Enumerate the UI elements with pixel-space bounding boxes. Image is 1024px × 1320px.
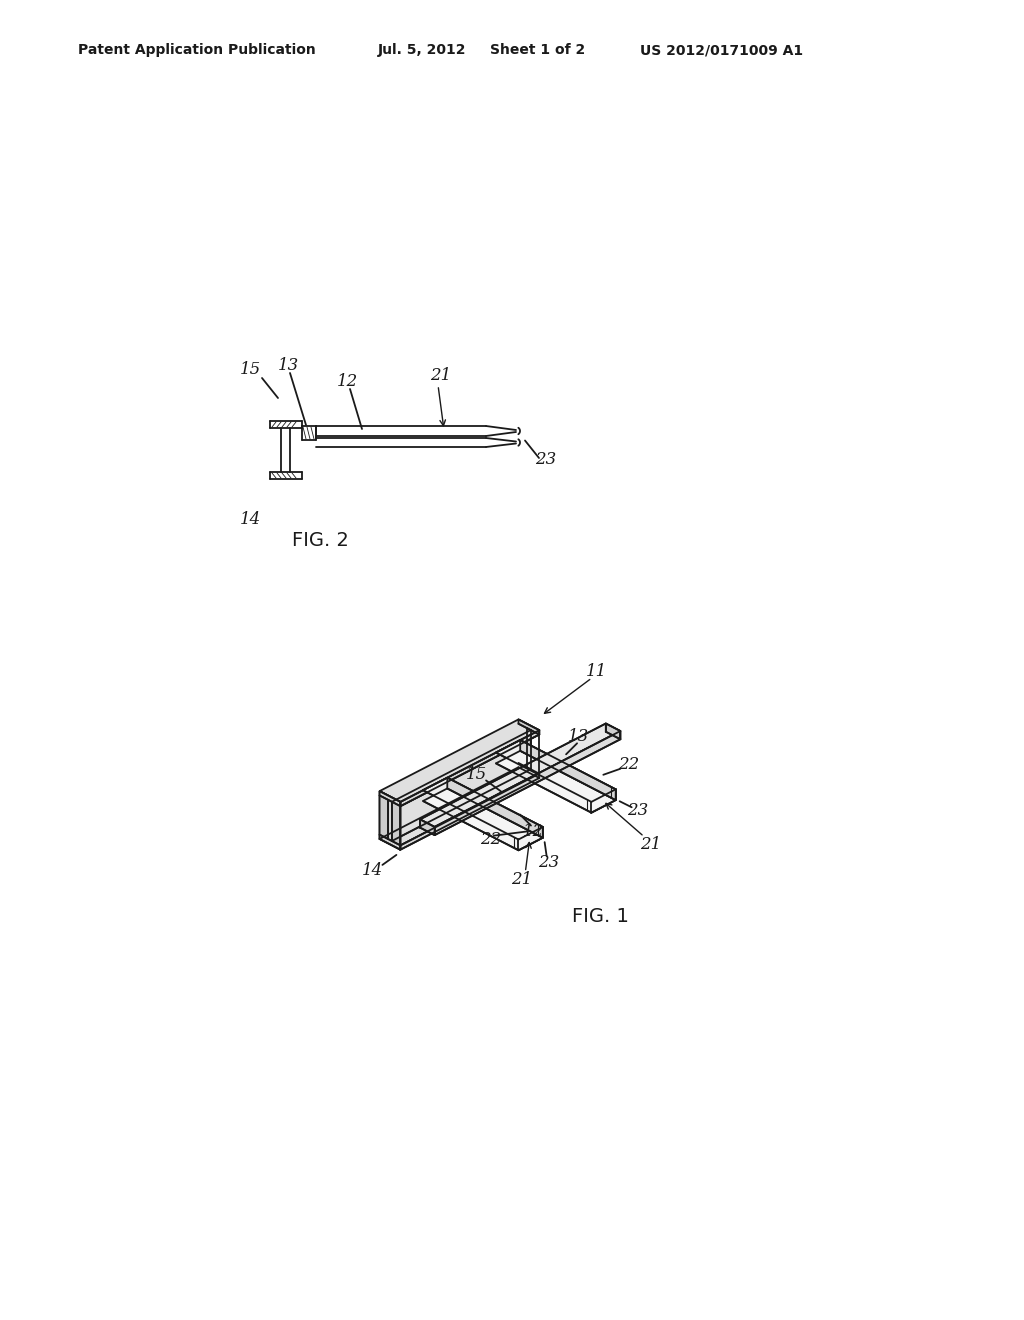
Text: 23: 23 <box>627 801 648 818</box>
Text: 11: 11 <box>586 664 606 680</box>
Text: 21: 21 <box>430 367 452 384</box>
Text: FIG. 1: FIG. 1 <box>571 907 629 927</box>
Text: 21: 21 <box>511 871 531 888</box>
Text: 15: 15 <box>466 766 486 783</box>
Polygon shape <box>400 774 540 850</box>
Polygon shape <box>518 763 540 777</box>
Polygon shape <box>434 731 621 836</box>
Polygon shape <box>527 729 530 770</box>
Text: 14: 14 <box>361 862 383 879</box>
Polygon shape <box>400 730 540 807</box>
Polygon shape <box>447 777 543 838</box>
Polygon shape <box>518 719 540 734</box>
Polygon shape <box>423 788 543 850</box>
Polygon shape <box>496 741 615 801</box>
Polygon shape <box>423 777 543 840</box>
Polygon shape <box>392 801 400 845</box>
Text: 22: 22 <box>480 832 502 849</box>
Polygon shape <box>520 741 615 800</box>
Polygon shape <box>606 723 621 739</box>
Text: US 2012/0171009 A1: US 2012/0171009 A1 <box>640 44 803 57</box>
Text: 23: 23 <box>538 854 559 871</box>
Text: 23: 23 <box>536 451 557 469</box>
Text: 22: 22 <box>617 756 639 774</box>
Polygon shape <box>380 763 540 845</box>
Text: FIG. 2: FIG. 2 <box>292 531 348 549</box>
Polygon shape <box>392 730 530 841</box>
Polygon shape <box>420 820 434 836</box>
Text: 13: 13 <box>567 727 589 744</box>
Polygon shape <box>380 719 540 801</box>
Polygon shape <box>380 791 400 807</box>
Text: Patent Application Publication: Patent Application Publication <box>78 44 315 57</box>
Text: 12: 12 <box>336 374 357 391</box>
Text: 13: 13 <box>278 356 299 374</box>
Polygon shape <box>380 834 400 850</box>
Polygon shape <box>496 751 615 813</box>
Text: Sheet 1 of 2: Sheet 1 of 2 <box>490 44 586 57</box>
Polygon shape <box>420 723 621 826</box>
Text: 15: 15 <box>240 362 261 379</box>
Text: 21: 21 <box>640 837 660 853</box>
Text: 14: 14 <box>240 511 261 528</box>
Polygon shape <box>518 826 543 850</box>
Text: 12: 12 <box>522 824 544 840</box>
Polygon shape <box>380 796 388 840</box>
Polygon shape <box>380 791 400 850</box>
Text: Jul. 5, 2012: Jul. 5, 2012 <box>378 44 467 57</box>
Polygon shape <box>592 789 615 813</box>
Polygon shape <box>380 723 540 807</box>
